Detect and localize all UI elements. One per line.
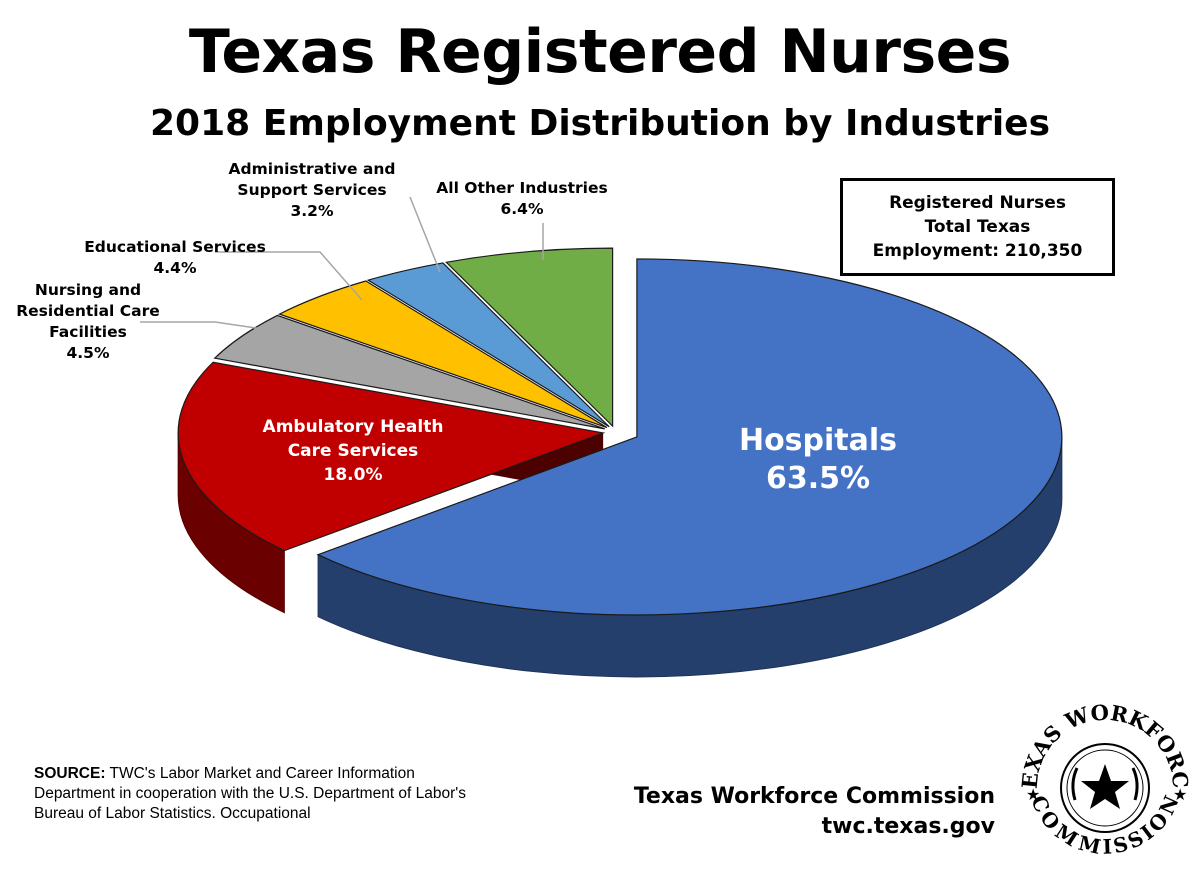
- pie-slice-nursing-and-residential-care-facilities: [213, 314, 605, 430]
- org-name: Texas Workforce Commission: [633, 784, 995, 809]
- org-url: twc.texas.gov: [821, 814, 995, 839]
- leader-line: [215, 251, 363, 301]
- leader-line: [409, 196, 441, 273]
- seal-bottom-text: COMMISSION: [1026, 792, 1183, 859]
- total-employment-box: Registered Nurses Total Texas Employment…: [840, 178, 1115, 276]
- source-note: SOURCE: TWC's Labor Market and Career In…: [34, 764, 494, 824]
- data-label-hospitals: Hospitals 63.5%: [739, 423, 897, 496]
- total-box-line-2: Total Texas: [924, 217, 1031, 237]
- svg-text:COMMISSION: COMMISSION: [1026, 792, 1183, 859]
- pie-slice-educational-services: [277, 280, 608, 429]
- data-label-ambulatory: Ambulatory Health Care Services 18.0%: [263, 417, 444, 485]
- leader-line: [140, 321, 291, 334]
- svg-text:★: ★: [1026, 785, 1040, 804]
- total-box-line-3: Employment: 210,350: [872, 241, 1083, 261]
- source-text: TWC's Labor Market and Career Informatio…: [34, 765, 467, 822]
- data-label-administrative-and-support-services: Administrative and Support Services 3.2%: [229, 160, 396, 220]
- twc-seal-logo: TEXAS WORKFORCE COMMISSION ★ ★: [1015, 688, 1193, 859]
- svg-text:★: ★: [1173, 785, 1187, 804]
- data-label-educational-services: Educational Services 4.4%: [84, 238, 266, 277]
- footer-org: Texas Workforce Commission twc.texas.gov: [634, 782, 995, 842]
- pie-slice-all-other-industries: [445, 247, 614, 428]
- chart-title: Texas Registered Nurses: [188, 17, 1012, 87]
- source-label: SOURCE:: [34, 765, 106, 782]
- chart-subtitle: 2018 Employment Distribution by Industri…: [150, 103, 1050, 144]
- pie-slice-ambulatory-health-care-services: [177, 361, 606, 552]
- pie-slice-administrative-and-support-services: [366, 262, 610, 428]
- data-label-nursing-and-residential-care-facilities: Nursing and Residential Care Facilities 4.5…: [16, 281, 160, 362]
- pie-slice-hospitals: [316, 258, 1063, 616]
- total-box-line-1: Registered Nurses: [889, 193, 1066, 213]
- data-label-all-other-industries: All Other Industries 6.4%: [436, 179, 607, 218]
